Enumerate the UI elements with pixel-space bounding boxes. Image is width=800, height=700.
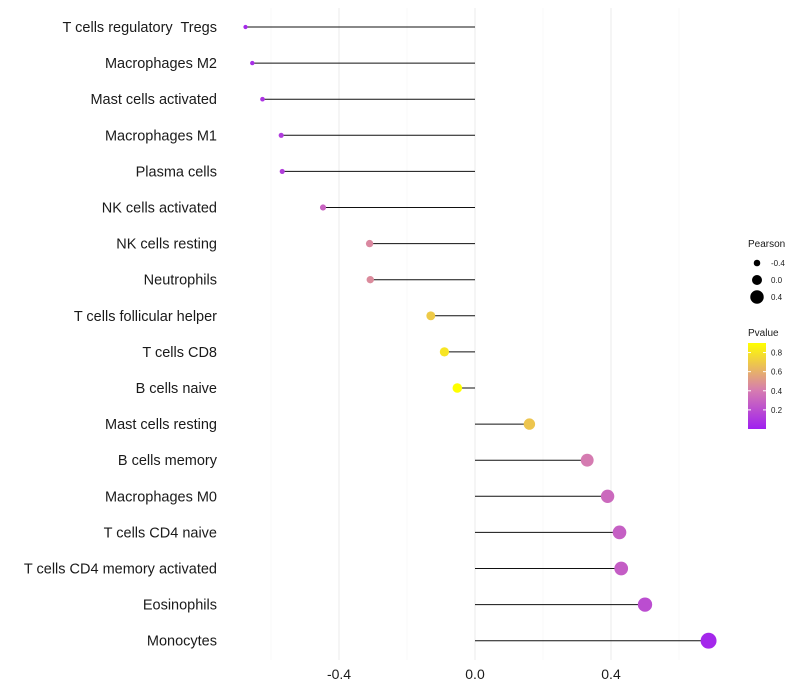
category-labels: T cells regulatory Tregs Macrophages M2 Ma… <box>24 20 218 650</box>
legend-pearson-label: 0.4 <box>771 293 783 302</box>
category-label: NK cells activated <box>102 201 217 217</box>
category-label: Mast cells activated <box>90 92 217 108</box>
category-label: B cells naive <box>136 381 217 397</box>
lollipop-dot <box>278 132 284 138</box>
lollipop-dot <box>523 418 536 430</box>
legend-pearson-title: Pearson <box>748 239 785 250</box>
lollipop-dot <box>279 168 285 174</box>
category-label: B cells memory <box>118 453 218 469</box>
category-label: Macrophages M2 <box>105 56 217 72</box>
category-label: T cells CD8 <box>142 345 217 361</box>
legend-pvalue-label: 0.6 <box>771 368 783 377</box>
lollipop-dots <box>243 24 717 649</box>
category-label: NK cells resting <box>116 237 217 253</box>
legend-pvalue-label: 0.4 <box>771 387 783 396</box>
category-label: T cells follicular helper <box>74 309 217 325</box>
legend-pvalue: Pvalue 0.8 0.6 0.4 0.2 <box>748 328 783 429</box>
legend-pvalue-colorbar <box>748 343 766 429</box>
x-axis-ticks: -0.4 0.0 0.4 <box>327 666 621 682</box>
x-tick-label: -0.4 <box>327 666 351 682</box>
lollipop-dot <box>614 561 629 576</box>
category-label: Monocytes <box>147 634 217 650</box>
legend-pearson-dot <box>753 259 761 267</box>
legend-pearson-label: 0.0 <box>771 276 783 285</box>
lollipop-dot <box>366 276 374 284</box>
legend-pearson-dot <box>750 290 764 304</box>
lollipop-stems <box>245 26 709 642</box>
lollipop-dot <box>319 204 327 211</box>
lollipop-dot <box>365 239 374 248</box>
lollipop-dot <box>439 347 450 357</box>
legend-pearson: Pearson -0.4 0.0 0.4 <box>748 239 785 304</box>
category-label: Macrophages M1 <box>105 128 217 144</box>
category-label: Mast cells resting <box>105 417 217 433</box>
category-label: Neutrophils <box>144 273 217 289</box>
category-label: T cells regulatory Tregs <box>63 20 217 36</box>
category-label: Eosinophils <box>143 598 217 614</box>
legend-pearson-dot <box>751 274 763 286</box>
legend-pearson-label: -0.4 <box>771 259 785 268</box>
x-tick-label: 0.0 <box>465 666 485 682</box>
lollipop-dot <box>452 383 463 393</box>
lollipop-dot <box>243 24 248 30</box>
category-label: Plasma cells <box>136 164 217 180</box>
x-tick-label: 0.4 <box>601 666 621 682</box>
lollipop-dot <box>580 453 594 467</box>
gridlines <box>270 8 680 660</box>
legend-pvalue-label: 0.8 <box>771 349 783 358</box>
lollipop-dot <box>612 525 627 540</box>
category-label: T cells CD4 naive <box>104 525 217 541</box>
lollipop-dot <box>637 597 653 612</box>
lollipop-dot <box>260 96 265 102</box>
lollipop-dot <box>426 311 436 321</box>
lollipop-dot <box>250 60 255 66</box>
legend-pvalue-title: Pvalue <box>748 328 779 339</box>
lollipop-dot <box>600 489 615 503</box>
category-label: Macrophages M0 <box>105 489 217 505</box>
category-label: T cells CD4 memory activated <box>24 562 217 578</box>
legend-pvalue-label: 0.2 <box>771 406 783 415</box>
lollipop-dot <box>700 632 717 649</box>
